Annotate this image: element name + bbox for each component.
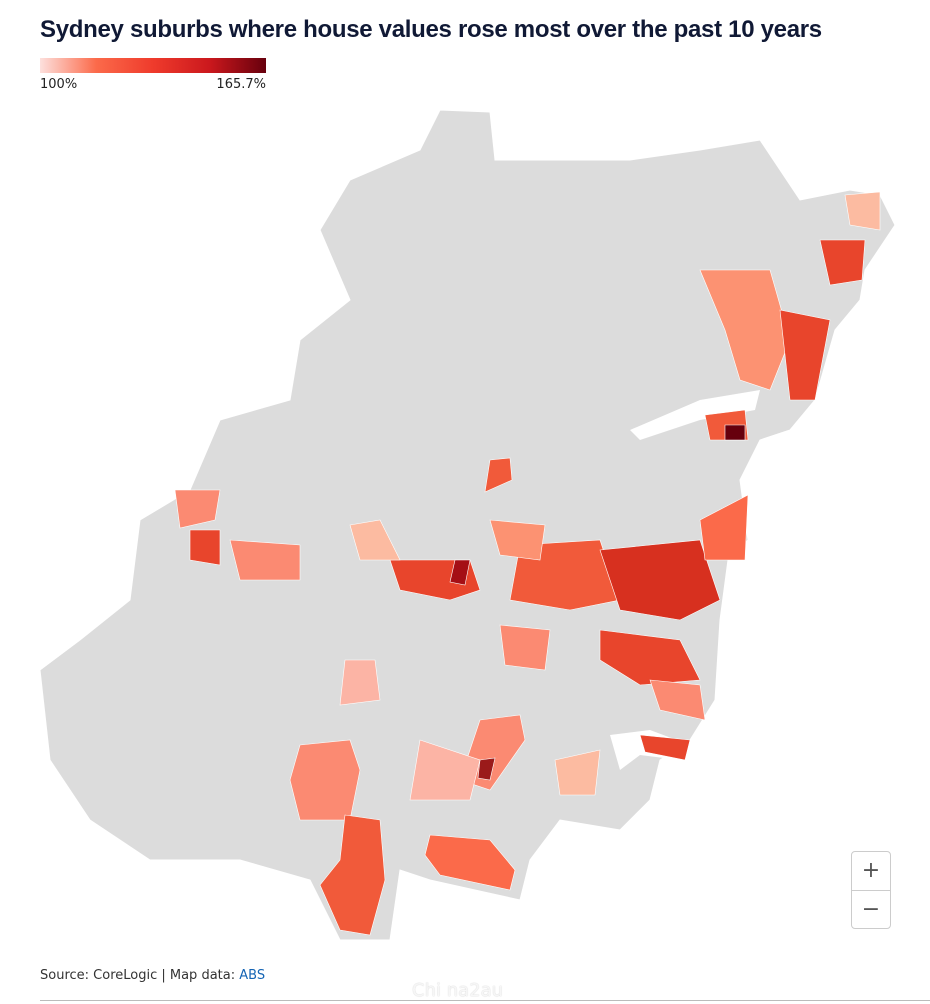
divider: [40, 1000, 930, 1001]
zoom-control: + −: [851, 851, 891, 929]
suburbs: [174, 191, 881, 936]
title: Sydney suburbs where house values rose m…: [40, 16, 822, 43]
source-link[interactable]: ABS: [239, 968, 266, 983]
watermark: Chi na2au: [412, 980, 504, 1001]
map: [39, 109, 896, 941]
legend-gradient: [40, 58, 266, 73]
legend-max: 165.7%: [216, 77, 266, 92]
source: Source: CoreLogic | Map data:: [40, 968, 236, 983]
legend-min: 100%: [40, 77, 78, 92]
zoom-out[interactable]: −: [852, 890, 890, 929]
land: [39, 109, 896, 941]
source-line: Source: CoreLogic | Map data: ABS: [40, 968, 265, 983]
zoom-in[interactable]: +: [861, 858, 881, 883]
legend-bar: [40, 58, 266, 73]
